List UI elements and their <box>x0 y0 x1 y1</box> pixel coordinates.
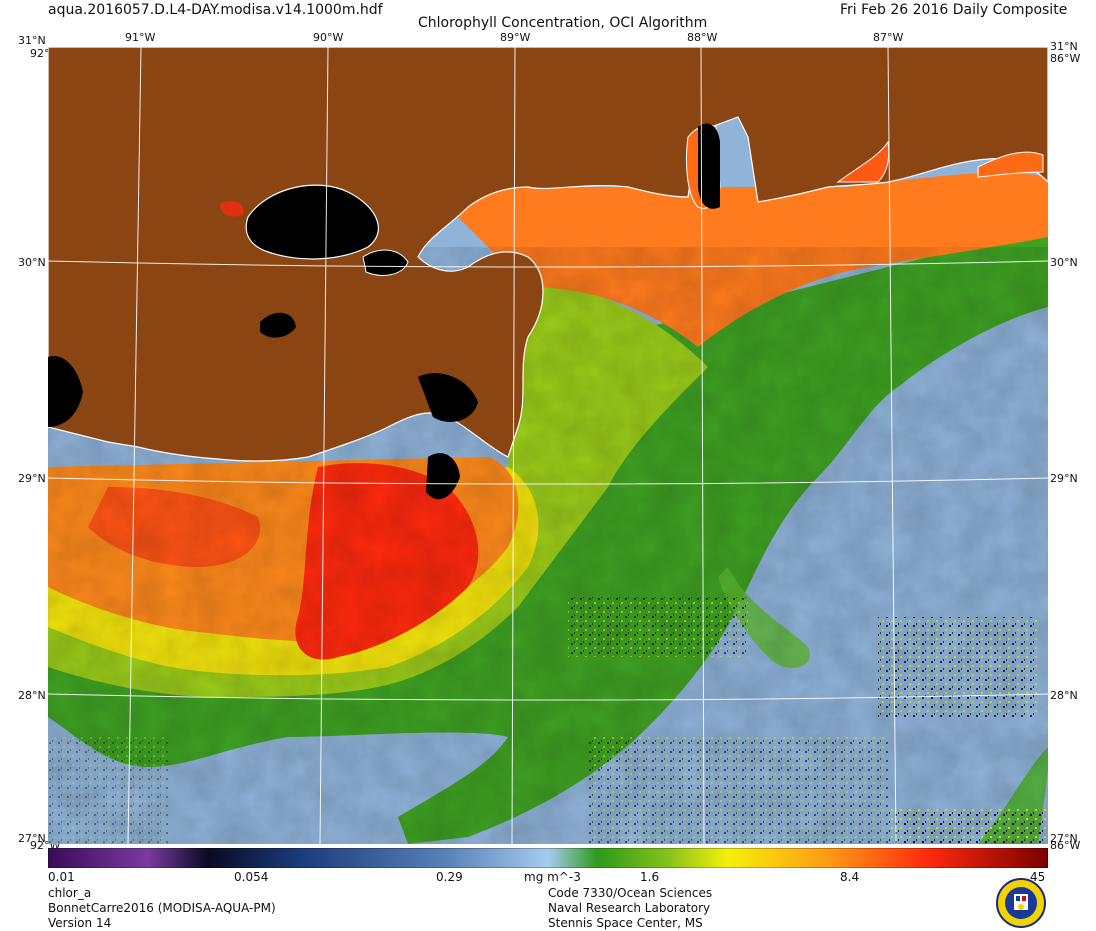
lake-salvador-dark <box>260 312 296 338</box>
corner-label-top-left: 31°N <box>18 34 46 47</box>
parallel-29n <box>48 477 1048 485</box>
lake-red <box>220 200 244 217</box>
colorbar-tick-0: 0.01 <box>48 870 75 884</box>
footer-code: Code 7330/Ocean Sciences <box>548 886 713 900</box>
corner-label-bottom-right: 27°N <box>1050 832 1078 845</box>
lat-label-30n-left: 30°N <box>18 256 46 269</box>
speckle-patch <box>588 737 888 844</box>
speckle-patch <box>568 597 748 657</box>
corner-label-top-right: 31°N <box>1050 40 1078 53</box>
lake-pontchartrain <box>245 184 379 260</box>
lon-label-91w: 91°W <box>125 31 156 44</box>
mobile-bay-dark <box>698 123 720 209</box>
parallel-30n <box>48 260 1048 268</box>
parallel-28n <box>48 693 1048 701</box>
chlorophyll-map <box>48 47 1048 844</box>
lat-label-30n-right: 30°N <box>1050 256 1078 269</box>
lon-label-88w: 88°W <box>687 31 718 44</box>
corner-label-bottom-left: 27°N <box>18 832 46 845</box>
meridian-87w <box>887 47 897 844</box>
footer-org: Naval Research Laboratory <box>548 901 711 915</box>
footer-variable: chlor_a <box>48 886 92 900</box>
lat-label-29n-left: 29°N <box>18 472 46 485</box>
lake-borgne <box>362 249 409 276</box>
lat-label-29n-right: 29°N <box>1050 472 1078 485</box>
colorbar-tick-5: 45 <box>1030 870 1046 884</box>
meridian-90w <box>319 47 329 844</box>
speckle-patch <box>888 807 1048 844</box>
composite-date: Fri Feb 26 2016 Daily Composite <box>840 2 1068 18</box>
corner-sub-bottom-right: 86°W <box>1050 839 1081 852</box>
file-name: aqua.2016057.D.L4-DAY.modisa.v14.1000m.h… <box>48 2 383 18</box>
speckle-patch <box>48 737 168 844</box>
lon-label-89w: 89°W <box>500 31 531 44</box>
colorbar-tick-3: 1.6 <box>640 870 660 884</box>
meridian-91w <box>127 47 142 844</box>
barataria-dark <box>418 373 478 422</box>
colorbar <box>48 848 1048 868</box>
lagoon-pensacola <box>836 140 890 183</box>
lon-label-90w: 90°W <box>313 31 344 44</box>
lon-label-87w: 87°W <box>873 31 904 44</box>
delta-dark <box>426 453 460 500</box>
colorbar-tick-2: 0.29 <box>436 870 463 884</box>
western-lake-dark <box>48 356 83 427</box>
footer-version: Version 14 <box>48 916 112 930</box>
meridian-89w <box>511 47 516 844</box>
map-title: Chlorophyll Concentration, OCI Algorithm <box>418 15 708 31</box>
meridian-88w <box>700 47 705 844</box>
colorbar-tick-1: 0.054 <box>234 870 269 884</box>
lat-label-28n-right: 28°N <box>1050 689 1078 702</box>
speckle-patch <box>878 617 1038 717</box>
footer-location: Stennis Space Center, MS <box>548 916 703 930</box>
colorbar-units: mg m^-3 <box>524 870 581 884</box>
graticule <box>48 47 1048 844</box>
footer-project: BonnetCarre2016 (MODISA-AQUA-PM) <box>48 901 276 915</box>
nrl-logo <box>996 878 1046 928</box>
lat-label-28n-left: 28°N <box>18 689 46 702</box>
lagoon-choctaw <box>977 151 1044 178</box>
corner-sub-top-right: 86°W <box>1050 52 1081 65</box>
colorbar-tick-4: 8.4 <box>840 870 860 884</box>
